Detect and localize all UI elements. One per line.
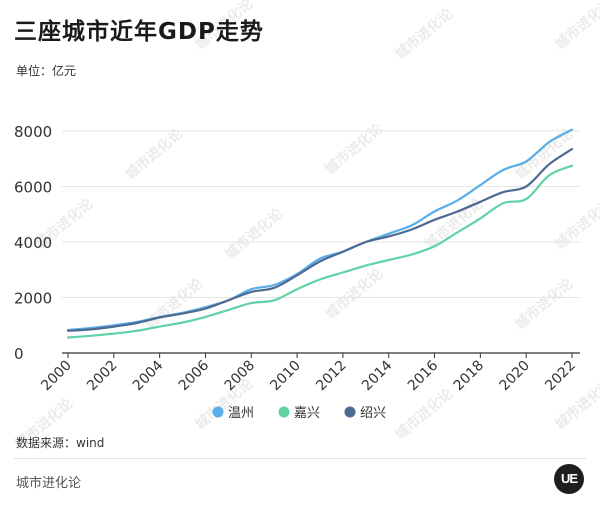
watermark-text: 城市进化论 (392, 384, 457, 443)
watermark-text: 城市进化论 (552, 194, 600, 253)
series-line-1 (66, 164, 574, 339)
series (66, 128, 574, 339)
y-tick-label: 0 (14, 345, 24, 363)
watermark-text: 城市进化论 (392, 4, 457, 63)
legend-label: 温州 (228, 406, 254, 421)
legend-swatch (344, 406, 356, 418)
chart-title: 三座城市近年GDP走势 (14, 19, 264, 45)
ue-logo: UE (554, 464, 584, 494)
x-tick-label: 2010 (267, 358, 304, 395)
y-tick-label: 2000 (14, 290, 52, 308)
watermark-text: 城市进化论 (322, 264, 387, 323)
y-tick-label: 8000 (14, 123, 52, 141)
x-tick-label: 2020 (496, 358, 533, 395)
footer-brand: 城市进化论 (16, 476, 82, 491)
divider (14, 458, 586, 459)
x-tick-label: 2014 (359, 357, 396, 394)
legend: 温州 嘉兴 绍兴 (212, 406, 386, 421)
series-line-2 (66, 147, 574, 332)
x-tick-label: 2004 (130, 357, 167, 394)
x-tick-label: 2022 (542, 358, 579, 395)
x-tick-label: 2012 (313, 358, 350, 395)
x-tick-label: 2000 (38, 358, 75, 395)
x-tick-label: 2018 (451, 358, 488, 395)
x-tick-label: 2006 (176, 357, 213, 394)
watermark-text: 城市进化论 (322, 119, 387, 178)
watermark-text: 城市进化论 (552, 0, 600, 53)
data-source: 数据来源：wind (16, 436, 105, 450)
y-tick-label: 4000 (14, 234, 52, 252)
legend-label: 绍兴 (360, 406, 386, 421)
legend-swatch (212, 406, 224, 418)
watermark-text: 城市进化论 (122, 124, 187, 183)
y-tick-label: 6000 (14, 179, 52, 197)
unit-label: 单位：亿元 (16, 64, 77, 78)
legend-label: 嘉兴 (294, 406, 320, 421)
x-tick-label: 2002 (84, 358, 121, 395)
x-tick-label: 2016 (405, 357, 442, 394)
watermark-text: 城市进化论 (512, 274, 577, 333)
legend-swatch (278, 406, 290, 418)
watermark-text: 城市进化论 (222, 204, 287, 263)
